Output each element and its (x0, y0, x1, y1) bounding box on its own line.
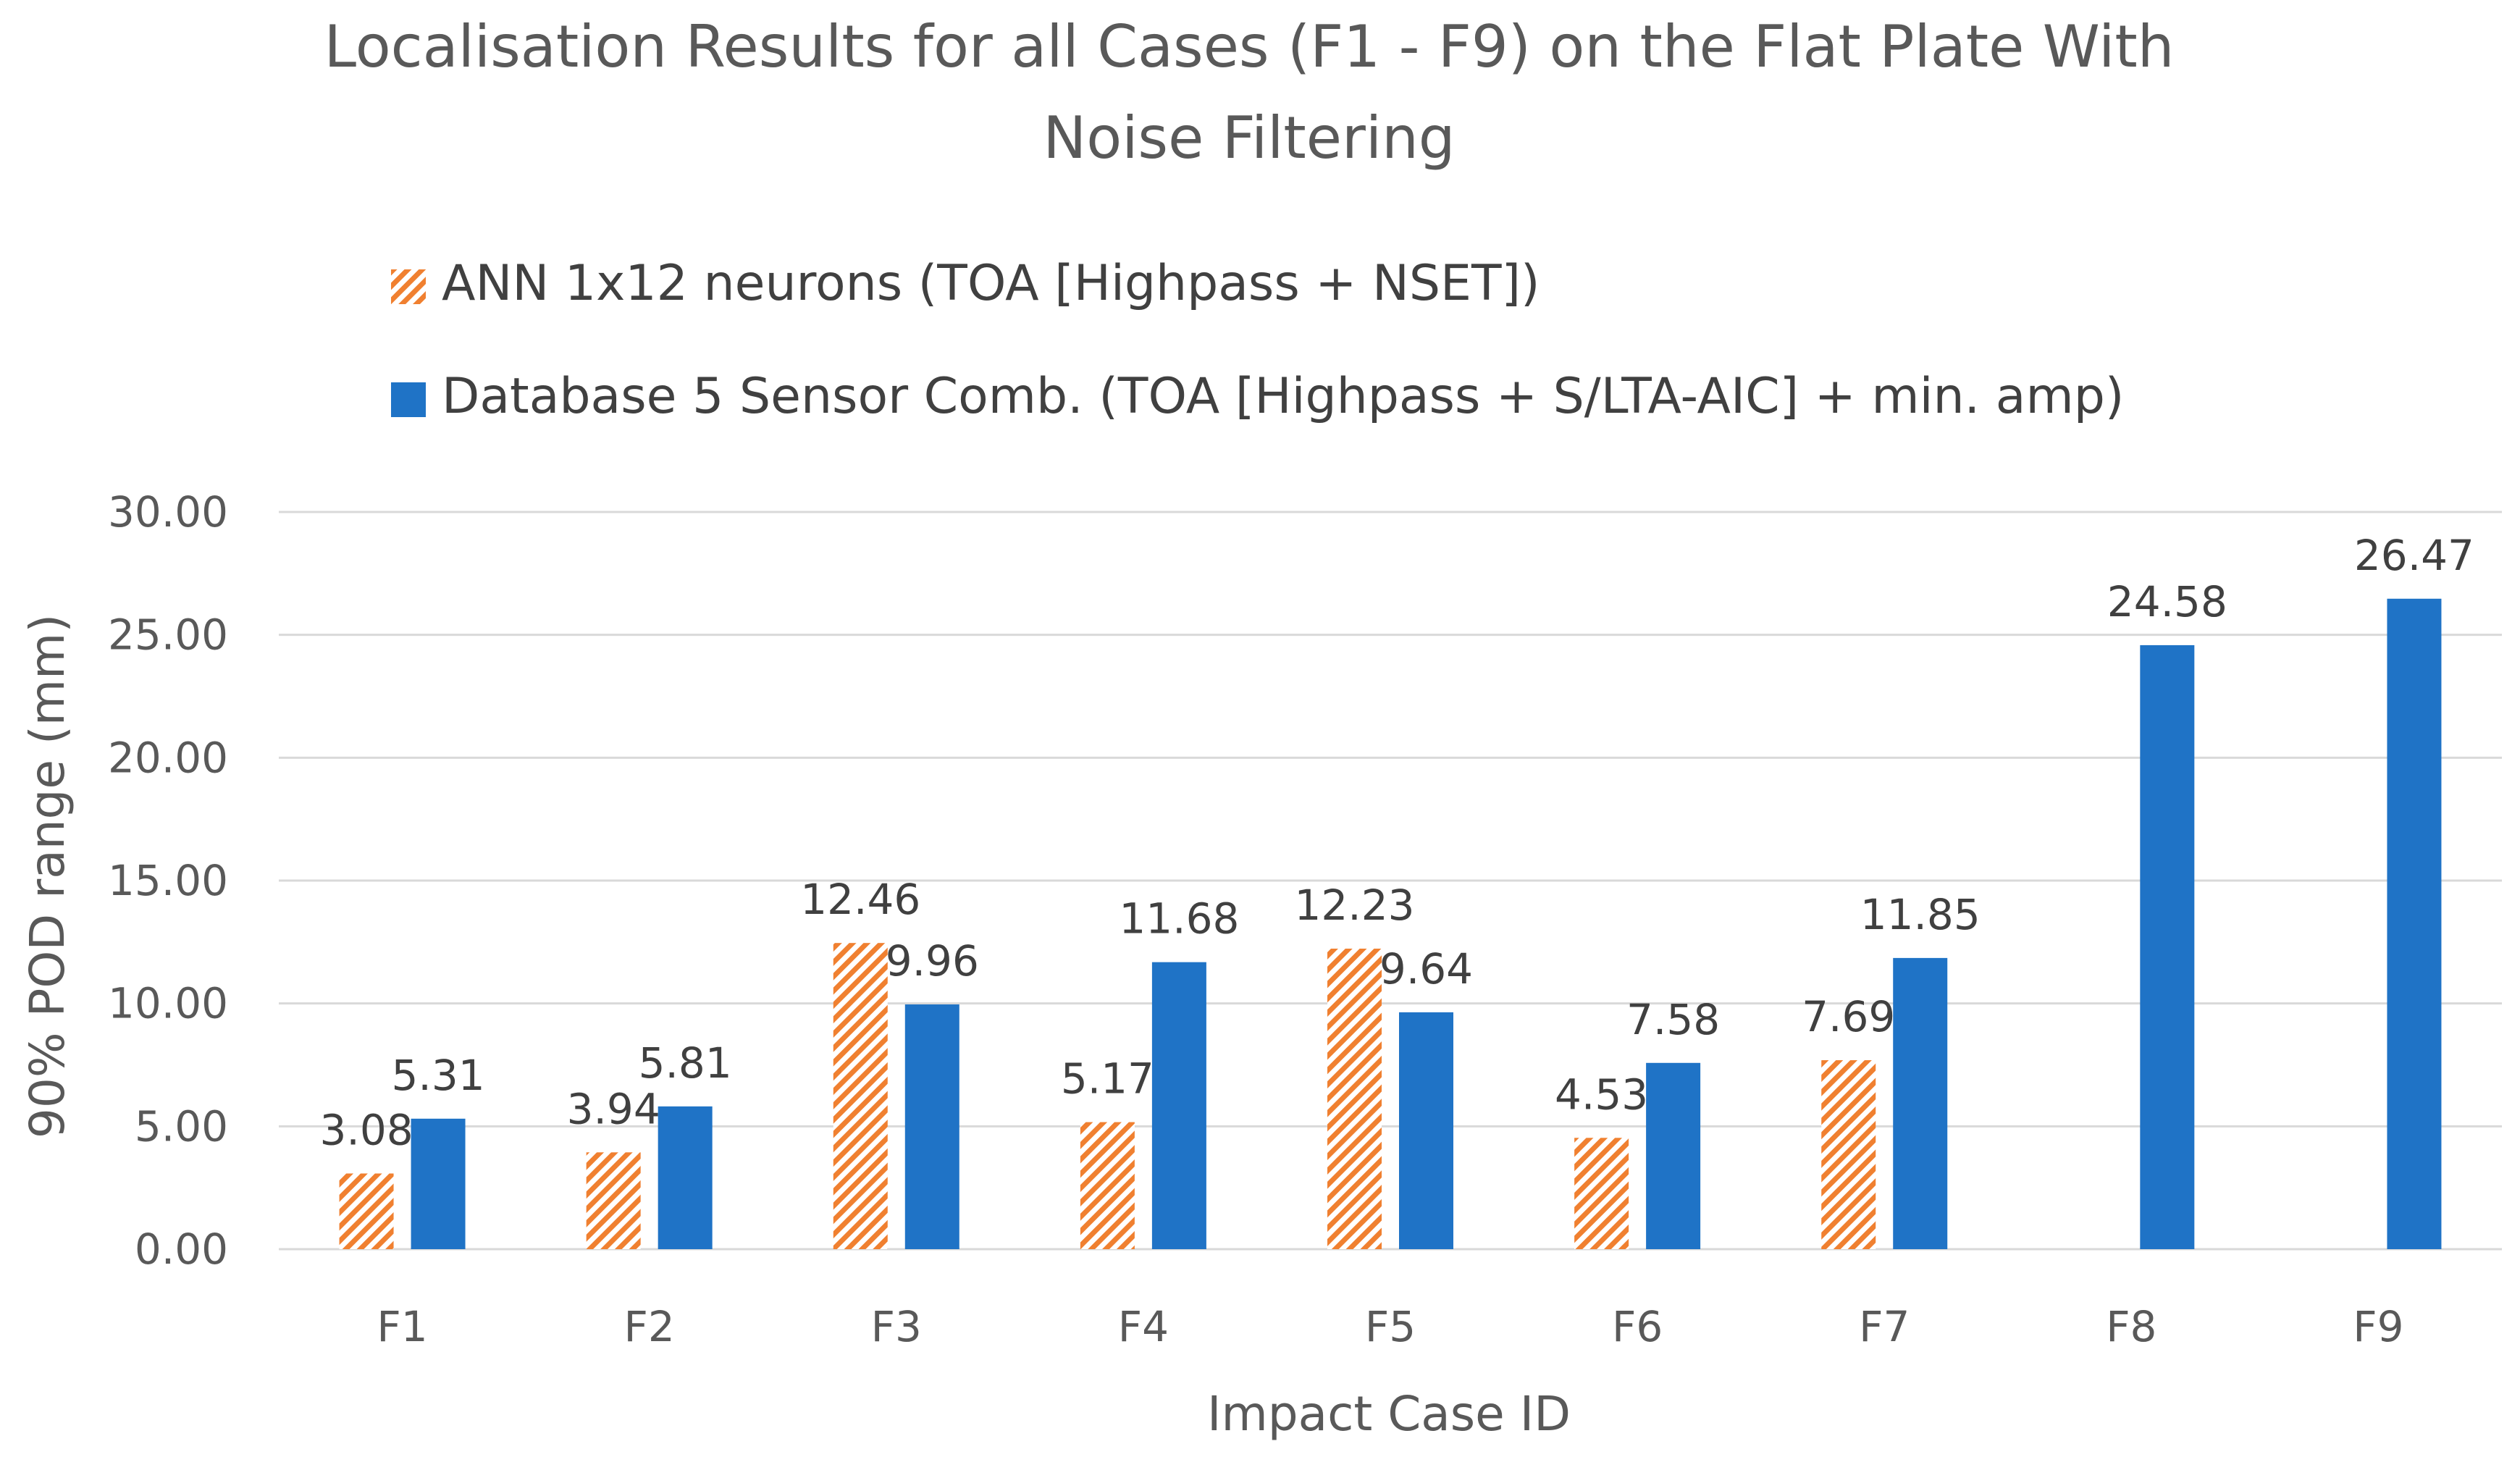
bar-ann (1080, 1122, 1135, 1249)
x-tick-label: F1 (377, 1302, 427, 1351)
bar-database (2140, 644, 2195, 1249)
y-tick-label: 5.00 (135, 1101, 228, 1151)
bar-database (411, 1118, 466, 1249)
x-tick-label: F2 (624, 1302, 675, 1351)
y-tick-label: 10.00 (108, 979, 228, 1028)
x-tick-label: F3 (871, 1302, 922, 1351)
chart-title: Localisation Results for all Cases (F1 -… (324, 13, 2175, 172)
y-tick-label: 20.00 (108, 733, 228, 782)
bar-database (1151, 962, 1206, 1249)
legend: ANN 1x12 neurons (TOA [Highpass + NSET])… (391, 255, 2124, 425)
y-axis-ticks: 0.00 5.00 10.00 15.00 20.00 25.00 30.00 (108, 487, 228, 1274)
legend-swatch-database (391, 382, 426, 417)
data-label-ann: 12.46 (800, 875, 920, 924)
y-tick-label: 0.00 (135, 1225, 228, 1274)
data-label-database: 24.58 (2107, 577, 2227, 626)
x-tick-label: F4 (1118, 1302, 1169, 1351)
chart-title-line-2: Noise Filtering (1043, 104, 1455, 172)
y-tick-label: 25.00 (108, 610, 228, 660)
bar-database (658, 1106, 713, 1249)
data-label-ann: 4.53 (1555, 1070, 1648, 1119)
data-label-database: 9.64 (1379, 944, 1473, 994)
bar-database (1646, 1062, 1701, 1249)
x-axis-ticks: F1 F2 F3 F4 F5 F6 F7 F8 F9 (377, 1302, 2403, 1351)
y-axis-label: 90% POD range (mm) (20, 614, 75, 1138)
bar-ann (1327, 948, 1382, 1249)
data-label-database: 26.47 (2354, 531, 2474, 580)
y-tick-label: 30.00 (108, 487, 228, 537)
x-tick-label: F5 (1365, 1302, 1416, 1351)
data-label-ann: 7.69 (1802, 992, 1895, 1041)
x-tick-label: F9 (2353, 1302, 2403, 1351)
bar-database (2387, 598, 2442, 1249)
bar-ann (1574, 1138, 1629, 1249)
bars (339, 598, 2442, 1249)
x-tick-label: F7 (1859, 1302, 1910, 1351)
legend-label-ann: ANN 1x12 neurons (TOA [Highpass + NSET]) (442, 255, 1540, 312)
data-label-database: 7.58 (1626, 995, 1720, 1044)
data-label-database: 11.68 (1119, 894, 1239, 944)
bar-database (904, 1004, 959, 1249)
x-tick-label: F8 (2106, 1302, 2156, 1351)
x-tick-label: F6 (1612, 1302, 1663, 1351)
gridlines (279, 511, 2502, 1251)
bar-database (1893, 957, 1948, 1249)
data-label-ann: 3.08 (319, 1105, 413, 1154)
bar-ann (1821, 1060, 1876, 1249)
y-tick-label: 15.00 (108, 856, 228, 905)
data-label-database: 9.96 (886, 936, 979, 986)
data-label-database: 11.85 (1860, 890, 1981, 939)
chart-title-line-1: Localisation Results for all Cases (F1 -… (324, 13, 2175, 80)
data-label-ann: 3.94 (567, 1084, 660, 1133)
bar-ann (586, 1152, 641, 1249)
bar-database (1399, 1012, 1453, 1249)
legend-swatch-ann (391, 269, 426, 304)
bar-ann (833, 943, 888, 1249)
x-axis-label: Impact Case ID (1207, 1386, 1571, 1442)
bar-ann (339, 1173, 394, 1249)
data-labels: 3.08 3.94 12.46 5.17 12.23 4.53 7.69 5.31 5.81 9.… (319, 531, 2474, 1155)
legend-label-database: Database 5 Sensor Comb. (TOA [Highpass +… (442, 368, 2124, 425)
data-label-ann: 5.17 (1061, 1054, 1154, 1104)
data-label-database: 5.81 (639, 1038, 732, 1088)
data-label-database: 5.31 (391, 1051, 484, 1100)
data-label-ann: 12.23 (1294, 881, 1414, 930)
